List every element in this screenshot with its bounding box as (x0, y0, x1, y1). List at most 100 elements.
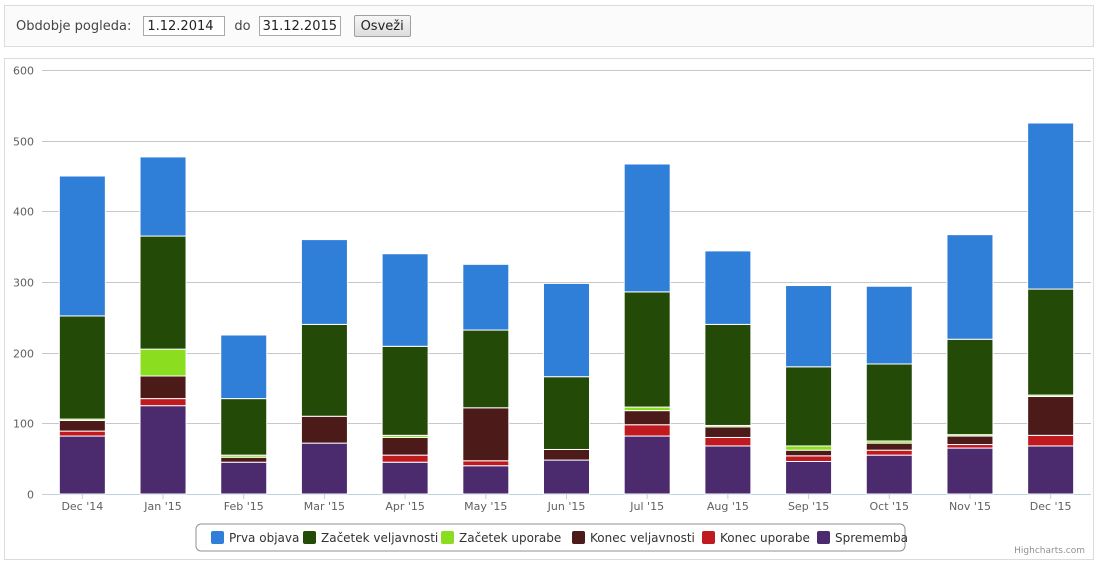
legend-item-zacetek-veljavnosti[interactable]: Začetek veljavnosti (303, 531, 438, 545)
credits-text[interactable]: Highcharts.com (1014, 546, 1085, 556)
bar-stack-dec-15[interactable] (1027, 122, 1075, 495)
bar-stack-oct-15[interactable] (865, 285, 913, 495)
bar-segment-sprememba[interactable] (623, 435, 671, 495)
y-tick-label: 0 (27, 489, 34, 502)
bar-stack-may-15[interactable] (462, 263, 510, 495)
bar-segment-prva-objava[interactable] (1027, 122, 1075, 290)
bar-segment-konec-veljavnosti[interactable] (462, 407, 510, 462)
bar-segment-sprememba[interactable] (865, 454, 913, 495)
bar-segment-prva-objava[interactable] (300, 239, 348, 325)
legend-item-sprememba[interactable]: Sprememba (817, 531, 908, 545)
bar-segment-sprememba[interactable] (300, 442, 348, 495)
legend-swatch (817, 531, 830, 544)
bar-segment-konec-uporabe[interactable] (785, 455, 833, 462)
bar-segment-konec-uporabe[interactable] (58, 430, 106, 437)
y-tick-label: 400 (13, 206, 34, 219)
bar-segment-zacetek-veljavnosti[interactable] (139, 235, 187, 350)
bar-segment-konec-uporabe[interactable] (623, 424, 671, 437)
bar-segment-konec-veljavnosti[interactable] (623, 410, 671, 426)
bar-segment-konec-uporabe[interactable] (381, 454, 429, 463)
bar-segment-sprememba[interactable] (220, 461, 268, 495)
bar-segment-konec-uporabe[interactable] (946, 444, 994, 449)
bar-segment-prva-objava[interactable] (946, 234, 994, 340)
bar-stack-dec-14[interactable] (58, 175, 106, 495)
bar-segment-zacetek-veljavnosti[interactable] (381, 345, 429, 436)
date-from-input[interactable] (143, 16, 226, 36)
filter-bar: Obdobje pogleda: do Osveži (4, 5, 1094, 47)
legend-item-konec-veljavnosti[interactable]: Konec veljavnosti (572, 531, 695, 545)
bar-segment-sprememba[interactable] (946, 447, 994, 495)
bar-segment-zacetek-veljavnosti[interactable] (946, 338, 994, 436)
legend-label: Konec uporabe (720, 531, 810, 545)
bar-segment-zacetek-veljavnosti[interactable] (58, 315, 106, 420)
bar-segment-zacetek-veljavnosti[interactable] (220, 398, 268, 456)
bar-segment-zacetek-veljavnosti[interactable] (704, 323, 752, 426)
bar-segment-sprememba[interactable] (462, 465, 510, 495)
bar-stack-jan-15[interactable] (139, 156, 187, 495)
x-axis: Dec '14 Jan '15 Feb '15 Mar '15 Apr '15 May '… (61, 494, 1072, 513)
bar-segment-konec-veljavnosti[interactable] (543, 448, 590, 461)
legend-item-prva-objava[interactable]: Prva objava (211, 531, 299, 545)
bar-segment-konec-veljavnosti[interactable] (300, 415, 348, 444)
bar-segment-zacetek-veljavnosti[interactable] (623, 291, 671, 408)
bar-segment-sprememba[interactable] (381, 461, 429, 495)
bar-segment-konec-uporabe[interactable] (462, 460, 510, 467)
bar-segment-konec-veljavnosti[interactable] (58, 420, 106, 432)
bar-stack-apr-15[interactable] (381, 253, 429, 495)
bar-stack-nov-15[interactable] (946, 234, 994, 495)
bar-segment-prva-objava[interactable] (785, 285, 833, 368)
bar-segment-konec-veljavnosti[interactable] (1027, 395, 1075, 436)
bar-segment-zacetek-veljavnosti[interactable] (300, 323, 348, 417)
bar-segment-zacetek-uporabe[interactable] (139, 348, 187, 377)
bar-segment-konec-uporabe[interactable] (865, 449, 913, 456)
bar-segment-sprememba[interactable] (139, 405, 187, 495)
bar-segment-konec-uporabe[interactable] (139, 398, 187, 407)
bar-stack-jul-15[interactable] (623, 163, 671, 495)
legend-item-konec-uporabe[interactable]: Konec uporabe (702, 531, 810, 545)
bar-stack-aug-15[interactable] (704, 250, 752, 495)
bar-segment-prva-objava[interactable] (220, 334, 268, 400)
bar-stack-sep-15[interactable] (785, 285, 833, 495)
bar-segment-zacetek-veljavnosti[interactable] (785, 366, 833, 447)
bar-segment-prva-objava[interactable] (623, 163, 671, 293)
bar-stack-jun-15[interactable] (543, 282, 590, 495)
bar-segment-prva-objava[interactable] (543, 282, 590, 378)
bar-segment-konec-uporabe[interactable] (704, 436, 752, 447)
bar-segment-prva-objava[interactable] (139, 156, 187, 237)
bar-segment-prva-objava[interactable] (704, 250, 752, 325)
bar-segment-konec-veljavnosti[interactable] (381, 436, 429, 456)
bar-segment-konec-veljavnosti[interactable] (865, 442, 913, 451)
bar-segment-zacetek-veljavnosti[interactable] (462, 329, 510, 409)
legend-item-zacetek-uporabe[interactable]: Začetek uporabe (441, 531, 561, 545)
bar-segment-konec-veljavnosti[interactable] (139, 375, 187, 400)
bar-segment-sprememba[interactable] (785, 460, 833, 495)
bar-segment-sprememba[interactable] (1027, 445, 1075, 495)
legend-label: Začetek uporabe (459, 531, 561, 545)
legend-swatch (441, 531, 454, 544)
bar-segment-sprememba[interactable] (543, 459, 590, 495)
legend-swatch (572, 531, 585, 544)
bar-segment-zacetek-veljavnosti[interactable] (1027, 288, 1075, 396)
bar-segment-zacetek-veljavnosti[interactable] (543, 376, 590, 450)
date-to-input[interactable] (258, 16, 341, 36)
bar-segment-konec-veljavnosti[interactable] (704, 426, 752, 438)
bar-stack-feb-15[interactable] (220, 334, 268, 495)
bar-segment-zacetek-veljavnosti[interactable] (865, 363, 913, 442)
bar-segment-konec-uporabe[interactable] (1027, 434, 1075, 447)
bar-segment-prva-objava[interactable] (865, 285, 913, 365)
bar-segment-prva-objava[interactable] (462, 263, 510, 331)
y-tick-label: 300 (13, 277, 34, 290)
legend-label: Sprememba (835, 531, 908, 545)
bar-segment-konec-veljavnosti[interactable] (946, 435, 994, 446)
bar-segment-prva-objava[interactable] (381, 253, 429, 347)
bar-segment-prva-objava[interactable] (58, 175, 106, 317)
bar-stack-mar-15[interactable] (300, 239, 348, 495)
bar-segment-konec-veljavnosti[interactable] (220, 456, 268, 463)
bar-segment-sprememba[interactable] (58, 435, 106, 495)
refresh-button[interactable]: Osveži (353, 15, 411, 37)
bar-segment-konec-veljavnosti[interactable] (785, 449, 833, 457)
bar-segment-sprememba[interactable] (704, 445, 752, 495)
bar-segment-zacetek-uporabe[interactable] (785, 445, 833, 451)
x-tick-label: Dec '14 (61, 500, 103, 513)
bar-segment-zacetek-uporabe[interactable] (623, 406, 671, 412)
